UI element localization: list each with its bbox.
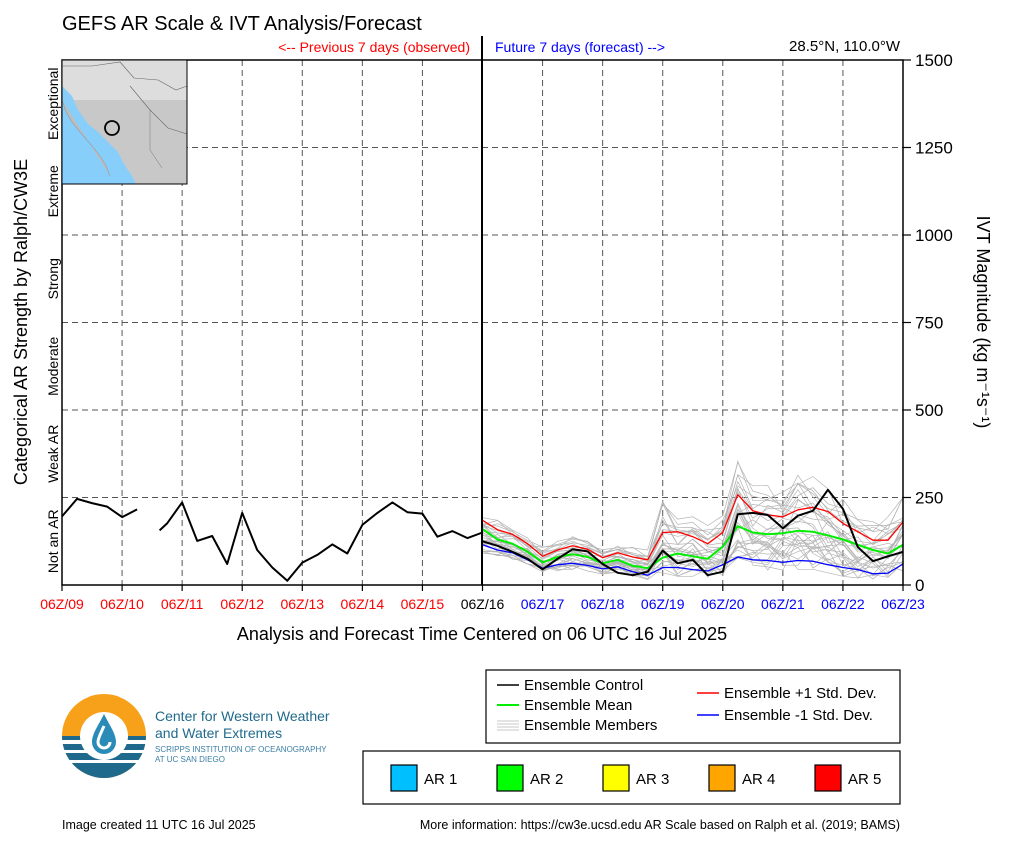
ensemble-member-line (482, 488, 904, 558)
series-legend: Ensemble Control Ensemble Mean Ensemble … (485, 669, 901, 744)
legend-mean: Ensemble Mean (524, 697, 632, 714)
x-tick-label: 06Z/12 (220, 596, 264, 612)
ensemble-member-line (482, 459, 904, 556)
category-label: Extreme (45, 165, 61, 217)
series-line (482, 544, 904, 576)
category-labels: Not an AR Weak AR Moderate Strong Extreme Exc… (45, 68, 61, 574)
x-tick-label: 06Z/21 (761, 596, 805, 612)
category-label: Not an AR (45, 509, 61, 573)
x-tick-label: 06Z/13 (280, 596, 324, 612)
ensemble-member-line (482, 487, 904, 565)
ensemble-member-line (482, 502, 904, 564)
x-tick-label: 06Z/10 (100, 596, 144, 612)
legend-members: Ensemble Members (524, 717, 657, 734)
logo-line-4: AT UC SAN DIEGO (155, 755, 225, 764)
legend-minus-sd: Ensemble -1 Std. Dev. (724, 707, 873, 724)
location-marker (104, 120, 120, 136)
ar-swatch (708, 764, 736, 792)
ar-swatch (390, 764, 418, 792)
ar-label: AR 1 (424, 771, 457, 788)
series-line (61, 497, 138, 519)
x-tick-label: 06Z/16 (461, 596, 505, 612)
ensemble-member-line (482, 511, 904, 573)
y-tick-label: 1250 (915, 139, 953, 158)
more-info-label: More information: https://cw3e.ucsd.edu … (420, 818, 900, 832)
y-tick-label: 750 (915, 314, 943, 333)
category-label: Weak AR (45, 425, 61, 483)
ensemble-member-line (482, 480, 904, 563)
ar-swatch (496, 764, 524, 792)
ensemble-lines (61, 488, 904, 582)
ensemble-member-line (482, 535, 904, 579)
ensemble-member-line (482, 461, 904, 557)
x-tick-label: 06Z/14 (341, 596, 385, 612)
y-tick-label: 0 (915, 576, 924, 595)
x-tick-label: 06Z/11 (161, 596, 204, 612)
series-line (482, 488, 904, 577)
ar-label: AR 5 (848, 771, 881, 788)
chart-title: GEFS AR Scale & IVT Analysis/Forecast (62, 13, 422, 35)
x-tick-label: 06Z/20 (701, 596, 745, 612)
ensemble-member-line (482, 474, 904, 560)
ar-label: AR 3 (636, 771, 669, 788)
logo-line-1: Center for Western Weather (155, 708, 330, 724)
logo-line-3: SCRIPPS INSTITUTION OF OCEANOGRAPHY (155, 745, 327, 754)
series-line (158, 501, 483, 582)
x-tick-label: 06Z/17 (521, 596, 565, 612)
location-label: 28.5°N, 110.0°W (789, 38, 901, 55)
x-tick-label: 06Z/18 (581, 596, 625, 612)
cw3e-logo (62, 694, 146, 778)
previous-days-label: <-- Previous 7 days (observed) (278, 39, 470, 55)
y-tick-label: 1500 (915, 51, 953, 70)
future-days-label: Future 7 days (forecast) --> (495, 39, 665, 55)
y-tick-label: 500 (915, 401, 943, 420)
category-label: Strong (45, 258, 61, 299)
location-map (61, 59, 188, 185)
ar-category-legend: AR 1 AR 2 AR 3 AR 4 AR 5 (362, 750, 901, 805)
y-tick-label: 250 (915, 489, 943, 508)
logo-line-2: and Water Extremes (155, 725, 282, 741)
ar-swatch (602, 764, 630, 792)
legend-plus-sd: Ensemble +1 Std. Dev. (724, 685, 877, 702)
x-tick-label: 06Z/23 (881, 596, 925, 612)
ar-label: AR 2 (530, 771, 563, 788)
left-axis-title: Categorical AR Strength by Ralph/CW3E (11, 159, 31, 485)
legend-control: Ensemble Control (524, 677, 643, 694)
category-label: Exceptional (45, 68, 61, 140)
y-tick-label: 1000 (915, 226, 953, 245)
right-axis-title: IVT Magnitude (kg m⁻¹s⁻¹) (973, 216, 993, 429)
x-tick-label: 06Z/09 (40, 596, 84, 612)
x-tick-label: 06Z/22 (821, 596, 865, 612)
x-axis-ticks: 06Z/09 06Z/10 06Z/11 06Z/12 06Z/13 06Z/14 06Z/… (40, 585, 925, 612)
ensemble-member-line (482, 539, 904, 575)
x-tick-label: 06Z/15 (401, 596, 445, 612)
series-line (481, 525, 904, 570)
x-tick-label: 06Z/19 (641, 596, 685, 612)
x-axis-title: Analysis and Forecast Time Centered on 0… (237, 624, 727, 644)
category-label: Moderate (45, 336, 61, 395)
y-axis-ticks: 0 250 500 750 1000 1250 1500 (903, 51, 953, 595)
ensemble-member-line (482, 474, 904, 558)
created-label: Image created 11 UTC 16 Jul 2025 (62, 818, 256, 832)
series-line (482, 494, 904, 561)
ar-swatch (814, 764, 842, 792)
ar-label: AR 4 (742, 771, 775, 788)
